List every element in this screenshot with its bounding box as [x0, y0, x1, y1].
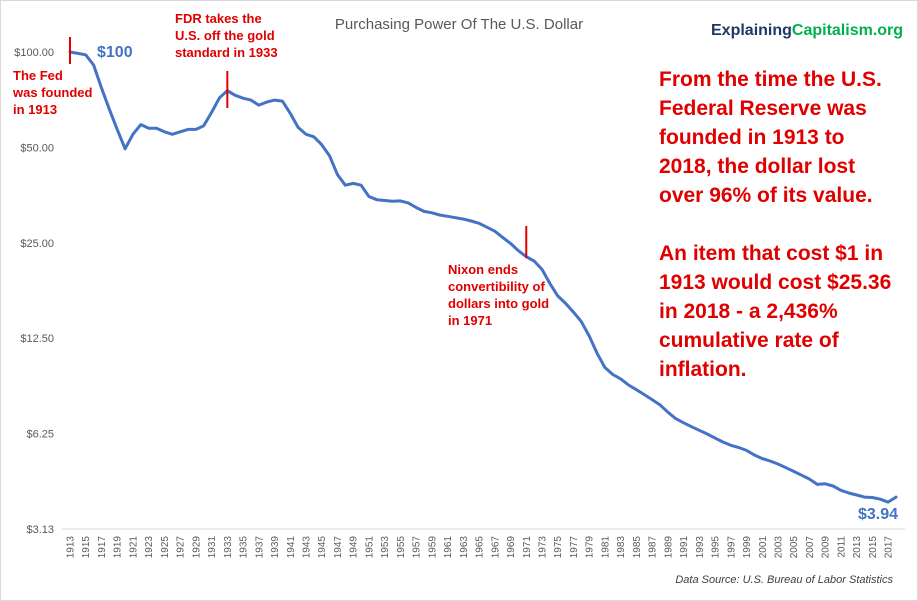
- summary-line: 1913 would cost $25.36: [659, 271, 891, 294]
- x-tick-label: 1975: [553, 536, 564, 559]
- annotation-text: dollars into gold: [448, 296, 549, 311]
- x-axis: 1913 1915 1917 1919 1921 1923 1925 1927 1929 1931…: [66, 536, 895, 559]
- x-tick-label: 1925: [160, 536, 171, 559]
- brand-part2: Capitalism.org: [792, 22, 903, 39]
- x-tick-label: 2015: [868, 536, 879, 559]
- annotation-text: FDR takes the: [175, 11, 262, 26]
- summary-line: Federal Reserve was: [659, 97, 867, 120]
- summary-line: founded in 1913 to: [659, 126, 845, 149]
- end-value-label: $3.94: [858, 506, 898, 523]
- y-tick-label: $50.00: [20, 142, 54, 154]
- x-tick-label: 1969: [506, 536, 517, 559]
- x-tick-label: 1933: [223, 536, 234, 559]
- chart-title: Purchasing Power Of The U.S. Dollar: [335, 16, 583, 33]
- x-tick-label: 1917: [97, 536, 108, 559]
- y-tick-label: $3.13: [26, 524, 54, 536]
- x-tick-label: 1977: [569, 536, 580, 559]
- brand-part1: Explaining: [711, 22, 792, 39]
- x-tick-label: 2013: [852, 536, 863, 559]
- y-tick-label: $12.50: [20, 333, 54, 345]
- annotation-markers: [69, 37, 528, 258]
- x-tick-label: 1959: [427, 536, 438, 559]
- x-tick-label: 1961: [443, 536, 454, 559]
- x-tick-label: 1939: [270, 536, 281, 559]
- annotation-text: was founded: [12, 85, 93, 100]
- x-tick-label: 1949: [349, 536, 360, 559]
- x-tick-label: 1923: [144, 536, 155, 559]
- annotation-text: U.S. off the gold: [175, 28, 275, 43]
- x-tick-label: 1965: [475, 536, 486, 559]
- x-tick-label: 1941: [286, 536, 297, 559]
- x-tick-label: 2009: [821, 536, 832, 559]
- summary-line: An item that cost $1 in: [659, 242, 883, 265]
- x-tick-label: 1989: [663, 536, 674, 559]
- annotation-text: standard in 1933: [175, 45, 278, 60]
- series-line-purchasing-power: [68, 50, 898, 504]
- x-tick-label: 1991: [679, 536, 690, 559]
- summary-line: over 96% of its value.: [659, 184, 873, 207]
- summary-line: cumulative rate of: [659, 329, 840, 352]
- summary-line: inflation.: [659, 358, 747, 381]
- x-tick-label: 2005: [789, 536, 800, 559]
- x-tick-label: 2001: [758, 536, 769, 559]
- y-tick-label: $25.00: [20, 238, 54, 250]
- start-value-label: $100: [97, 44, 133, 61]
- x-tick-label: 1931: [207, 536, 218, 559]
- x-tick-label: 1929: [191, 536, 202, 559]
- x-tick-label: 1935: [239, 536, 250, 559]
- x-tick-label: 1981: [600, 536, 611, 559]
- x-tick-label: 2007: [805, 536, 816, 559]
- x-tick-label: 1921: [128, 536, 139, 559]
- summary-text: From the time the U.S. Federal Reserve wa…: [659, 68, 891, 381]
- x-tick-label: 1979: [585, 536, 596, 559]
- x-tick-label: 1967: [490, 536, 501, 559]
- x-tick-label: 1915: [81, 536, 92, 559]
- summary-line: in 2018 - a 2,436%: [659, 300, 838, 323]
- x-tick-label: 1919: [113, 536, 124, 559]
- x-tick-label: 1971: [522, 536, 533, 559]
- x-tick-label: 1951: [364, 536, 375, 559]
- data-source: Data Source: U.S. Bureau of Labor Statis…: [675, 574, 893, 586]
- y-tick-label: $100.00: [14, 47, 54, 59]
- x-tick-label: 1947: [333, 536, 344, 559]
- x-tick-label: 1927: [176, 536, 187, 559]
- x-tick-label: 1913: [66, 536, 77, 559]
- annotation-text: in 1913: [13, 102, 57, 117]
- x-tick-label: 1995: [711, 536, 722, 559]
- x-tick-label: 1953: [380, 536, 391, 559]
- annotation-text: convertibility of: [448, 279, 545, 294]
- x-tick-label: 1955: [396, 536, 407, 559]
- x-tick-label: 1963: [459, 536, 470, 559]
- x-tick-label: 1957: [412, 536, 423, 559]
- annotation-text: The Fed: [13, 68, 63, 83]
- annotation-text: in 1971: [448, 313, 492, 328]
- x-tick-label: 1985: [632, 536, 643, 559]
- x-tick-label: 2003: [774, 536, 785, 559]
- x-tick-label: 1943: [302, 536, 313, 559]
- y-tick-label: $6.25: [26, 429, 54, 441]
- x-tick-label: 1983: [616, 536, 627, 559]
- summary-line: From the time the U.S.: [659, 68, 882, 91]
- x-tick-label: 1999: [742, 536, 753, 559]
- brand-logo: ExplainingCapitalism.org: [711, 22, 903, 39]
- x-tick-label: 2011: [836, 536, 847, 558]
- x-tick-label: 1993: [695, 536, 706, 559]
- x-tick-label: 1997: [726, 536, 737, 559]
- x-tick-label: 1987: [648, 536, 659, 559]
- x-tick-label: 1973: [538, 536, 549, 559]
- summary-line: 2018, the dollar lost: [659, 155, 855, 178]
- x-tick-label: 1945: [317, 536, 328, 559]
- annotation-text: Nixon ends: [448, 262, 518, 277]
- x-tick-label: 2017: [884, 536, 895, 559]
- x-tick-label: 1937: [254, 536, 265, 559]
- annotations: The Fed was founded in 1913 FDR takes the U.…: [12, 11, 549, 328]
- y-axis: $100.00 $50.00 $25.00 $12.50 $6.25 $3.13: [14, 47, 54, 536]
